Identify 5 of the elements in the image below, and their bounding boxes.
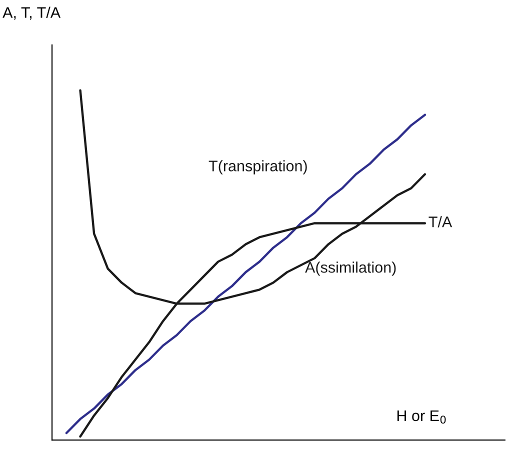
x-axis-title: H or E$_{0}$ bbox=[397, 410, 446, 424]
series-label: T/A bbox=[428, 216, 452, 228]
y-axis-title: A, T, T/A bbox=[2, 6, 61, 20]
series-label: A(ssimilation) bbox=[305, 262, 396, 276]
text: T(ranspiration) bbox=[208, 160, 307, 174]
